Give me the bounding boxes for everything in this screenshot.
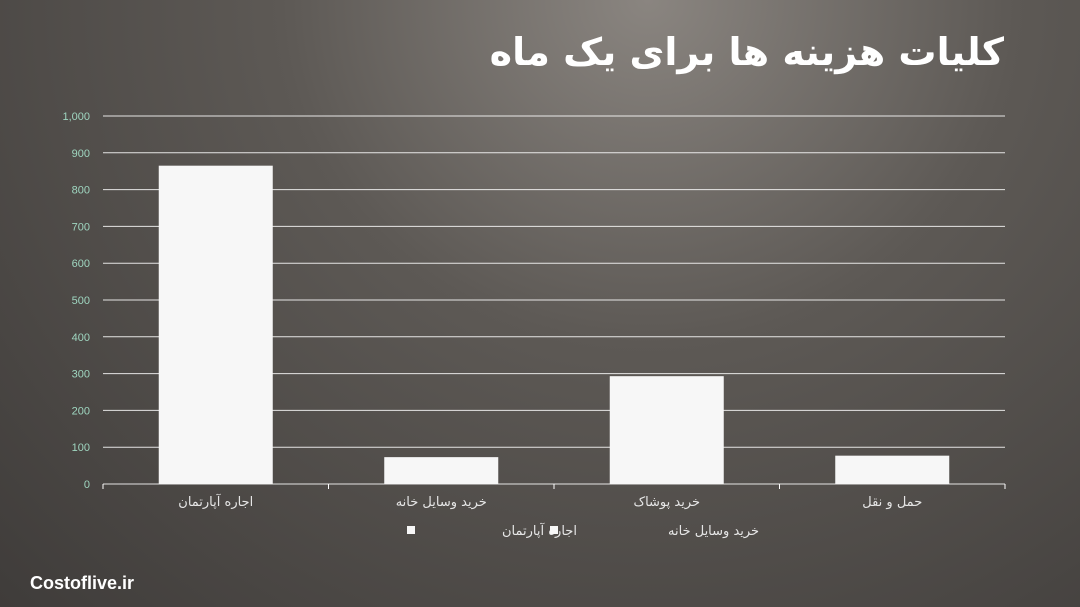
y-axis-ticks: 0 100 200 300 400 500 600 700 800 900 1,000: [62, 111, 90, 491]
x-axis-labels: اجاره آپارتمان خرید وسایل خانه خرید پوشاک ح…: [178, 493, 922, 510]
legend-swatch: [407, 526, 415, 534]
bar: [384, 457, 499, 484]
y-tick-label: 800: [72, 185, 90, 197]
y-tick-label: 600: [72, 258, 90, 270]
bar: [609, 376, 724, 484]
bars: [158, 165, 950, 484]
y-tick-label: 500: [72, 295, 90, 307]
y-tick-label: 900: [72, 148, 90, 160]
y-tick-label: 700: [72, 221, 90, 233]
bar: [835, 455, 950, 484]
bar: [158, 165, 273, 484]
y-tick-label: 1,000: [62, 111, 90, 123]
legend-label: اجاره آپارتمان: [502, 522, 577, 539]
y-tick-label: 0: [84, 479, 90, 491]
y-tick-label: 200: [72, 405, 90, 417]
x-category-label: حمل و نقل: [862, 495, 922, 510]
y-tick-label: 400: [72, 332, 90, 344]
y-tick-label: 300: [72, 369, 90, 381]
site-watermark: Costoflive.ir: [30, 573, 135, 593]
legend: اجاره آپارتمان خرید وسایل خانه: [407, 522, 759, 539]
legend-swatch: [550, 526, 558, 534]
y-tick-label: 100: [72, 442, 90, 454]
chart-title: کلیات هزینه ها برای یک ماه: [489, 30, 1004, 74]
legend-label: خرید وسایل خانه: [668, 524, 759, 539]
x-category-label: اجاره آپارتمان: [178, 493, 253, 510]
x-category-label: خرید پوشاک: [633, 495, 700, 510]
x-category-label: خرید وسایل خانه: [396, 495, 487, 510]
